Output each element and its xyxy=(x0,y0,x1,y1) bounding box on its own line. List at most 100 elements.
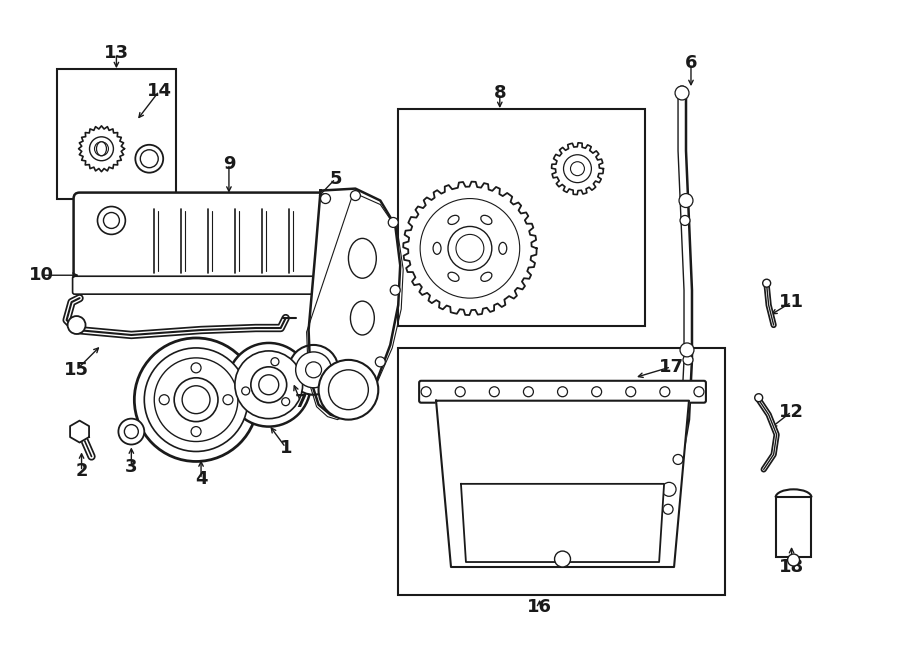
Polygon shape xyxy=(461,484,664,562)
Circle shape xyxy=(490,387,500,397)
Circle shape xyxy=(306,362,321,378)
FancyBboxPatch shape xyxy=(419,381,706,403)
Text: 15: 15 xyxy=(64,361,89,379)
Circle shape xyxy=(328,370,368,410)
Circle shape xyxy=(319,360,378,420)
Ellipse shape xyxy=(350,301,374,335)
Text: 4: 4 xyxy=(194,471,207,488)
Circle shape xyxy=(557,387,568,397)
Bar xyxy=(398,109,645,326)
Ellipse shape xyxy=(481,215,492,225)
FancyBboxPatch shape xyxy=(73,276,334,294)
Circle shape xyxy=(391,285,401,295)
Ellipse shape xyxy=(96,142,106,156)
Circle shape xyxy=(663,504,673,514)
Circle shape xyxy=(591,387,601,397)
Circle shape xyxy=(388,217,398,227)
Circle shape xyxy=(683,355,693,365)
Circle shape xyxy=(350,190,360,200)
Circle shape xyxy=(679,194,693,208)
Circle shape xyxy=(571,162,584,176)
Circle shape xyxy=(175,378,218,422)
Circle shape xyxy=(182,386,210,414)
Text: 18: 18 xyxy=(779,558,804,576)
Ellipse shape xyxy=(448,215,459,225)
Text: 8: 8 xyxy=(493,84,506,102)
Circle shape xyxy=(135,145,163,173)
Circle shape xyxy=(320,194,330,204)
Circle shape xyxy=(788,554,799,566)
Circle shape xyxy=(191,426,201,436)
Circle shape xyxy=(554,551,571,567)
Circle shape xyxy=(755,394,762,402)
Polygon shape xyxy=(309,188,400,418)
Circle shape xyxy=(119,418,144,444)
Circle shape xyxy=(271,358,279,366)
Ellipse shape xyxy=(499,243,507,254)
Text: 9: 9 xyxy=(222,155,235,173)
Text: 13: 13 xyxy=(104,44,129,62)
Circle shape xyxy=(563,155,591,182)
Circle shape xyxy=(235,351,302,418)
Polygon shape xyxy=(403,182,536,315)
Text: 17: 17 xyxy=(659,358,684,376)
Ellipse shape xyxy=(481,272,492,282)
Bar xyxy=(57,69,176,198)
Circle shape xyxy=(680,215,690,225)
Circle shape xyxy=(97,206,125,235)
Text: 1: 1 xyxy=(279,438,292,457)
Polygon shape xyxy=(436,401,689,567)
Circle shape xyxy=(124,424,139,438)
Ellipse shape xyxy=(348,239,376,278)
Circle shape xyxy=(675,86,689,100)
Circle shape xyxy=(420,198,519,298)
Ellipse shape xyxy=(448,272,459,282)
Circle shape xyxy=(251,367,287,403)
Circle shape xyxy=(242,387,249,395)
Circle shape xyxy=(680,343,694,357)
Circle shape xyxy=(673,455,683,465)
Circle shape xyxy=(104,212,120,229)
Circle shape xyxy=(94,142,108,156)
Circle shape xyxy=(191,363,201,373)
Circle shape xyxy=(662,483,676,496)
Circle shape xyxy=(448,227,491,270)
Bar xyxy=(776,497,812,557)
Circle shape xyxy=(154,358,238,442)
Circle shape xyxy=(455,387,465,397)
Text: 14: 14 xyxy=(147,82,172,100)
Circle shape xyxy=(762,279,770,287)
Polygon shape xyxy=(552,143,603,194)
Text: 5: 5 xyxy=(329,170,342,188)
Circle shape xyxy=(89,137,113,161)
Circle shape xyxy=(660,387,670,397)
Circle shape xyxy=(375,357,385,367)
Text: 10: 10 xyxy=(29,266,54,284)
Text: 11: 11 xyxy=(779,293,804,311)
Circle shape xyxy=(289,345,338,395)
Bar xyxy=(398,348,724,595)
Text: 2: 2 xyxy=(76,463,88,481)
FancyBboxPatch shape xyxy=(74,192,332,289)
Circle shape xyxy=(159,395,169,405)
Circle shape xyxy=(677,86,687,96)
Circle shape xyxy=(144,348,248,451)
Circle shape xyxy=(227,343,310,426)
Text: 7: 7 xyxy=(294,393,307,410)
Circle shape xyxy=(259,375,279,395)
Circle shape xyxy=(694,387,704,397)
Circle shape xyxy=(134,338,257,461)
Text: 12: 12 xyxy=(779,403,804,420)
Circle shape xyxy=(140,150,158,168)
Polygon shape xyxy=(70,420,89,442)
Polygon shape xyxy=(78,126,124,172)
Circle shape xyxy=(626,387,635,397)
Circle shape xyxy=(68,316,86,334)
Text: 3: 3 xyxy=(125,459,138,477)
Ellipse shape xyxy=(433,243,441,254)
Text: 16: 16 xyxy=(527,598,552,616)
Circle shape xyxy=(282,398,290,406)
Text: 6: 6 xyxy=(685,54,698,72)
Circle shape xyxy=(296,352,331,388)
Circle shape xyxy=(456,235,484,262)
